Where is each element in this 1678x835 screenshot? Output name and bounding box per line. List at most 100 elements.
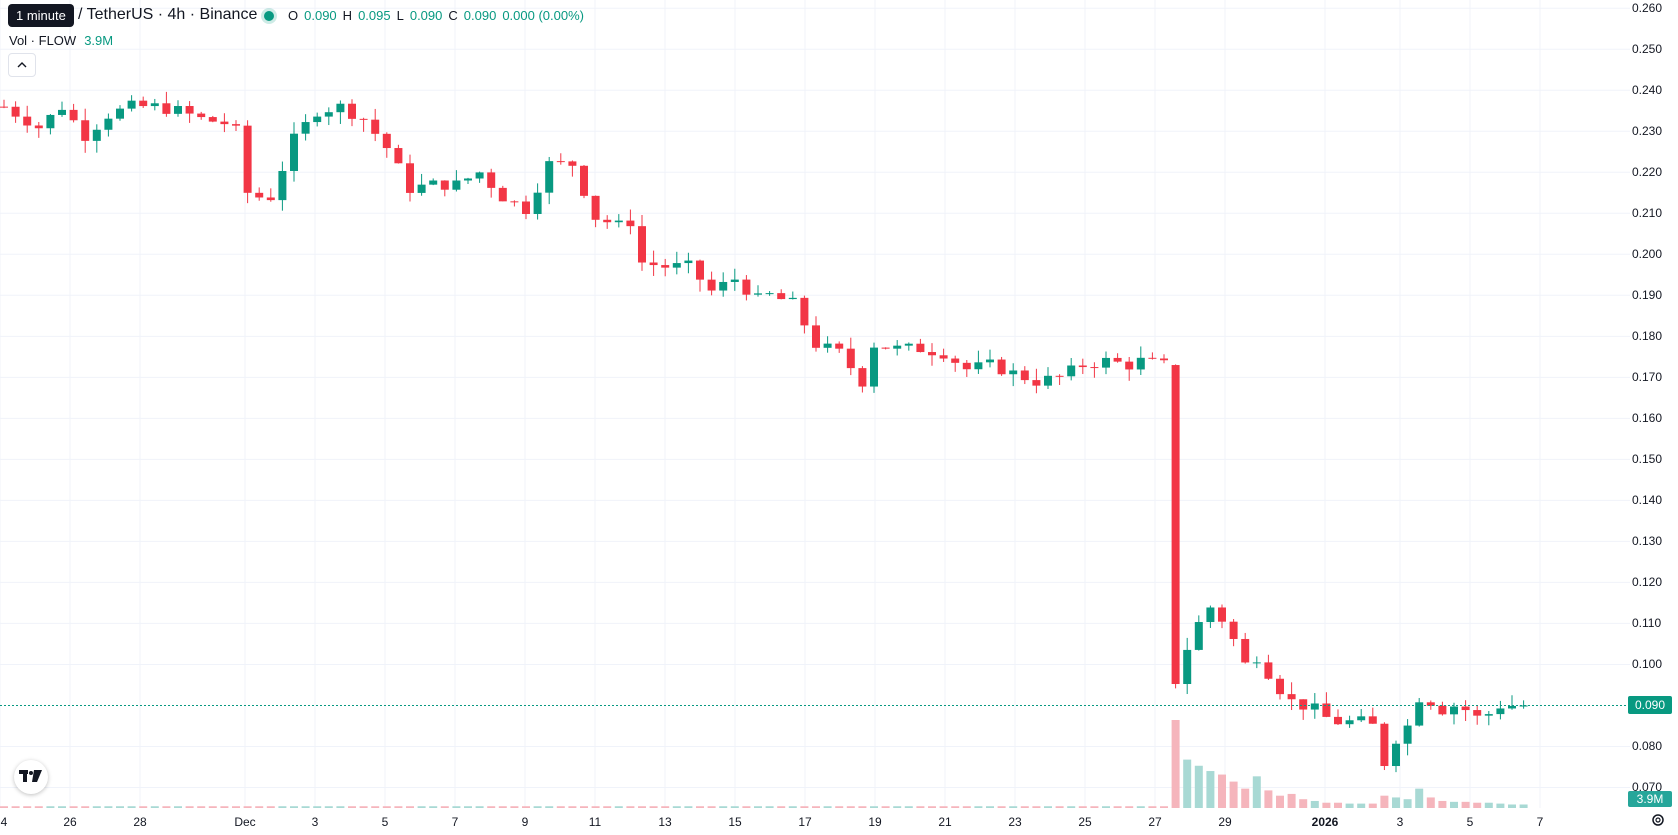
candle-body [69,109,78,121]
volume-bar [997,806,1006,808]
tradingview-logo-icon[interactable] [14,760,48,794]
time-tick-label: 11 [588,815,602,829]
time-tick-label: 17 [798,815,812,829]
candle-body [116,108,124,119]
candle-body [313,116,322,123]
volume-bar [881,806,890,808]
candle-body [440,180,449,190]
volume-bar [951,806,960,808]
volume-bar [1020,806,1029,808]
volume-bar [916,806,925,808]
volume-bar [939,806,948,808]
volume-bar [1241,788,1250,808]
volume-bar [1171,720,1180,808]
candle-body [348,103,356,119]
candle-body [1496,708,1505,715]
candle-body [684,260,693,264]
volume-bar [406,806,414,808]
time-tick-label: 9 [521,815,529,829]
candle-body [638,226,646,263]
volume-bar [823,806,832,808]
candle-body [1194,622,1203,650]
candle-body [58,109,66,115]
candle-body [1508,705,1516,709]
candle-body [730,279,739,282]
candle-body [649,262,658,266]
volume-bar [104,806,113,808]
volume-bar [580,806,588,808]
volume-bar [1218,774,1226,808]
volume-bar [1496,803,1505,808]
candle-body [255,192,264,198]
volume-bar [1508,804,1516,808]
chart-pane[interactable] [0,0,1630,808]
candle-body [1473,710,1482,716]
volume-bar [1264,790,1273,808]
low-key: L [396,8,404,23]
price-tick-label: 0.140 [1632,493,1663,508]
candle-body [406,163,414,193]
candle-body [23,116,32,126]
candle-body [603,219,612,223]
gear-icon[interactable] [1650,812,1666,833]
candle-body [1322,703,1331,717]
volume-bar [858,806,867,808]
symbol-title[interactable]: / TetherUS · 4h · Binance [78,6,258,23]
candle-body [475,172,484,179]
candle-body [301,122,310,134]
volume-bar [1090,806,1099,808]
collapse-legend-button[interactable] [8,53,36,77]
volume-bar [1125,806,1134,808]
candle-body [1183,649,1192,685]
volume-bar [1473,802,1482,808]
candle-body [487,172,496,188]
time-tick-label: 4 [0,815,8,829]
volume-bar [812,806,820,808]
candle-body [1484,714,1493,716]
price-axis[interactable] [1630,0,1678,808]
time-tick-label: 5 [381,815,389,829]
volume-bar [1426,797,1435,808]
volume-bar [208,806,217,808]
candle-body [904,343,913,346]
candle-body [1009,370,1018,375]
high-value: 0.095 [358,8,391,23]
candle-body [127,100,136,109]
volume-bar [127,806,136,808]
volume-bar [777,806,786,808]
volume-bar [58,806,66,808]
volume-bar [591,806,600,808]
candle-body [1102,357,1110,368]
candle-body [997,359,1006,375]
candle-body [1252,662,1261,664]
candle-body [1218,607,1226,622]
candle-body [336,103,345,113]
price-chart[interactable] [0,0,1630,808]
candle-body [46,114,55,129]
candle-body [719,281,728,291]
volume-bar [638,806,646,808]
volume-bar [510,806,519,808]
candle-body [846,348,855,369]
time-tick-label: Dec [234,815,256,829]
volume-legend[interactable]: Vol · FLOW 3.9M [9,33,113,48]
volume-bar [1380,795,1389,808]
volume-bar [1148,806,1157,808]
candle-body [800,297,809,326]
volume-bar [696,806,704,808]
candle-body [150,103,159,107]
volume-bar [626,806,635,808]
volume-bar [452,806,461,808]
candle-body [278,170,287,201]
market-status-icon[interactable] [264,10,274,21]
ohlc-legend: O 0.090 H 0.095 L 0.090 C 0.090 0.000 (0.00%… [264,8,584,23]
candle-body [394,148,403,164]
candle-body [290,133,298,171]
volume-bar [185,806,194,808]
candle-body [1461,706,1470,711]
volume-bar [684,806,693,808]
candle-body [858,368,867,387]
price-tick-label: 0.230 [1632,124,1663,139]
price-tick-label: 0.240 [1632,83,1663,98]
candle-body [104,118,113,130]
